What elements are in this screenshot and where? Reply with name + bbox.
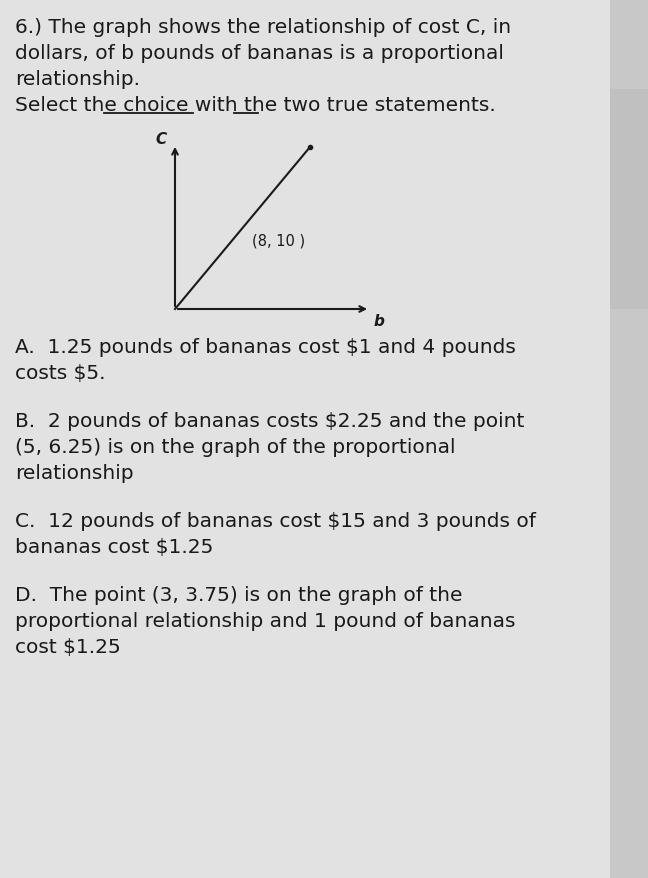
Text: C: C <box>156 132 167 147</box>
Text: relationship: relationship <box>15 464 133 482</box>
Text: (5, 6.25) is on the graph of the proportional: (5, 6.25) is on the graph of the proport… <box>15 437 456 457</box>
Text: C.  12 pounds of bananas cost $15 and 3 pounds of: C. 12 pounds of bananas cost $15 and 3 p… <box>15 511 536 530</box>
Text: (8, 10 ): (8, 10 ) <box>253 234 306 248</box>
Text: b: b <box>374 313 385 328</box>
Bar <box>610 90 648 310</box>
Text: B.  2 pounds of bananas costs $2.25 and the point: B. 2 pounds of bananas costs $2.25 and t… <box>15 412 524 430</box>
Text: proportional relationship and 1 pound of bananas: proportional relationship and 1 pound of… <box>15 611 516 630</box>
Text: dollars, of b pounds of bananas is a proportional: dollars, of b pounds of bananas is a pro… <box>15 44 504 63</box>
Text: A.  1.25 pounds of bananas cost $1 and 4 pounds: A. 1.25 pounds of bananas cost $1 and 4 … <box>15 338 516 356</box>
Text: costs $5.: costs $5. <box>15 363 106 383</box>
Text: Select the choice with the two true statements.: Select the choice with the two true stat… <box>15 96 496 115</box>
Text: cost $1.25: cost $1.25 <box>15 637 121 656</box>
Text: 6.) The graph shows the relationship of cost C, in: 6.) The graph shows the relationship of … <box>15 18 511 37</box>
Text: D.  The point (3, 3.75) is on the graph of the: D. The point (3, 3.75) is on the graph o… <box>15 586 463 604</box>
Text: relationship.: relationship. <box>15 70 140 89</box>
Text: bananas cost $1.25: bananas cost $1.25 <box>15 537 213 557</box>
